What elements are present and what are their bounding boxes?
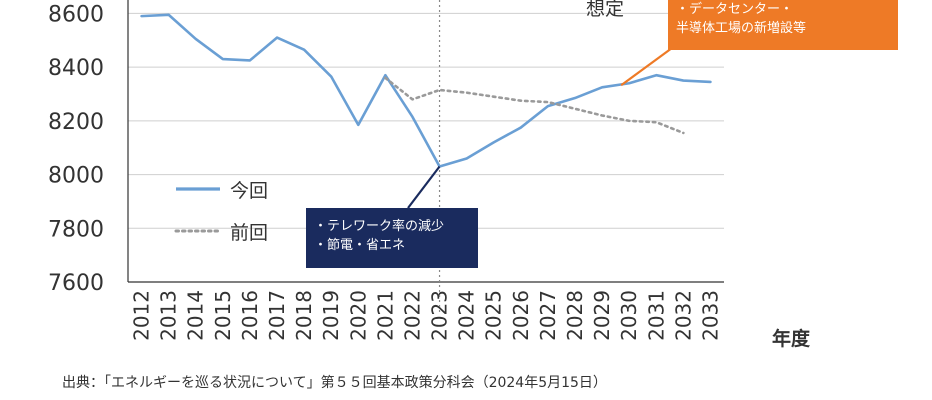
legend-label-current: 今回 bbox=[230, 180, 268, 202]
assumption-label: 想定 bbox=[586, 0, 625, 20]
x-tick-label-2026: 2026 bbox=[509, 290, 533, 341]
telework-callout: ・テレワーク率の減少 ・節電・省エネ bbox=[306, 208, 478, 268]
series-line-current bbox=[140, 13, 712, 168]
x-tick-label-2029: 2029 bbox=[590, 290, 614, 341]
x-tick-label-2031: 2031 bbox=[644, 290, 668, 341]
x-tick-label-2015: 2015 bbox=[211, 290, 235, 341]
x-tick-label-2021: 2021 bbox=[373, 290, 397, 341]
x-tick-label-2032: 2032 bbox=[671, 290, 695, 341]
y-tick-label-7800: 7800 bbox=[48, 217, 104, 242]
x-tick-label-2016: 2016 bbox=[238, 290, 262, 341]
datacenter-callout: ・データセンター・ 半導体工場の新増設等 bbox=[668, 0, 898, 50]
x-tick-label-2013: 2013 bbox=[157, 290, 181, 341]
y-tick-label-8200: 8200 bbox=[48, 110, 104, 135]
telework-callout-line-1: ・テレワーク率の減少 bbox=[314, 219, 445, 234]
telework-callout-line-2: ・節電・省エネ bbox=[314, 238, 406, 253]
y-axis: 7600 7800 8000 8200 8400 8600 bbox=[48, 0, 724, 296]
y-tick-label-8000: 8000 bbox=[48, 164, 104, 189]
datacenter-callout-line-1: ・データセンター・ bbox=[676, 2, 794, 17]
x-tick-label-2020: 2020 bbox=[346, 290, 370, 341]
datacenter-callout-line-2: 半導体工場の新増設等 bbox=[676, 21, 807, 36]
series-lines bbox=[140, 13, 712, 168]
callout-leaders bbox=[407, 47, 673, 209]
x-tick-label-2030: 2030 bbox=[617, 290, 641, 341]
series-line-previous bbox=[384, 76, 685, 135]
x-tick-label-2024: 2024 bbox=[455, 290, 479, 341]
x-tick-label-2018: 2018 bbox=[292, 290, 316, 341]
legend-label-previous: 前回 bbox=[230, 222, 268, 244]
x-tick-label-2025: 2025 bbox=[482, 290, 506, 341]
x-tick-label-2012: 2012 bbox=[130, 290, 154, 341]
datacenter-leader-line bbox=[620, 47, 673, 87]
source-note: 出典：「エネルギーを巡る状況について」第５５回基本政策分科会（2024年5月15… bbox=[62, 375, 607, 391]
y-tick-label-8600: 8600 bbox=[48, 2, 104, 27]
x-tick-label-2019: 2019 bbox=[319, 290, 343, 341]
x-tick-label-2022: 2022 bbox=[400, 290, 424, 341]
y-tick-label-8400: 8400 bbox=[48, 56, 104, 81]
y-tick-label-7600: 7600 bbox=[48, 271, 104, 296]
x-tick-label-2017: 2017 bbox=[265, 290, 289, 341]
x-tick-label-2027: 2027 bbox=[536, 290, 560, 341]
x-tick-label-2023: 2023 bbox=[428, 290, 452, 341]
x-tick-label-2014: 2014 bbox=[184, 290, 208, 341]
x-axis-title: 年度 bbox=[772, 328, 811, 350]
grid-lines bbox=[128, 12, 724, 229]
x-axis: 2012 2013 2014 2015 2016 2017 2018 2019 2020 2021… bbox=[130, 290, 723, 341]
telework-leader-line bbox=[407, 165, 441, 209]
x-tick-label-2033: 2033 bbox=[698, 290, 722, 341]
x-tick-label-2028: 2028 bbox=[563, 290, 587, 341]
